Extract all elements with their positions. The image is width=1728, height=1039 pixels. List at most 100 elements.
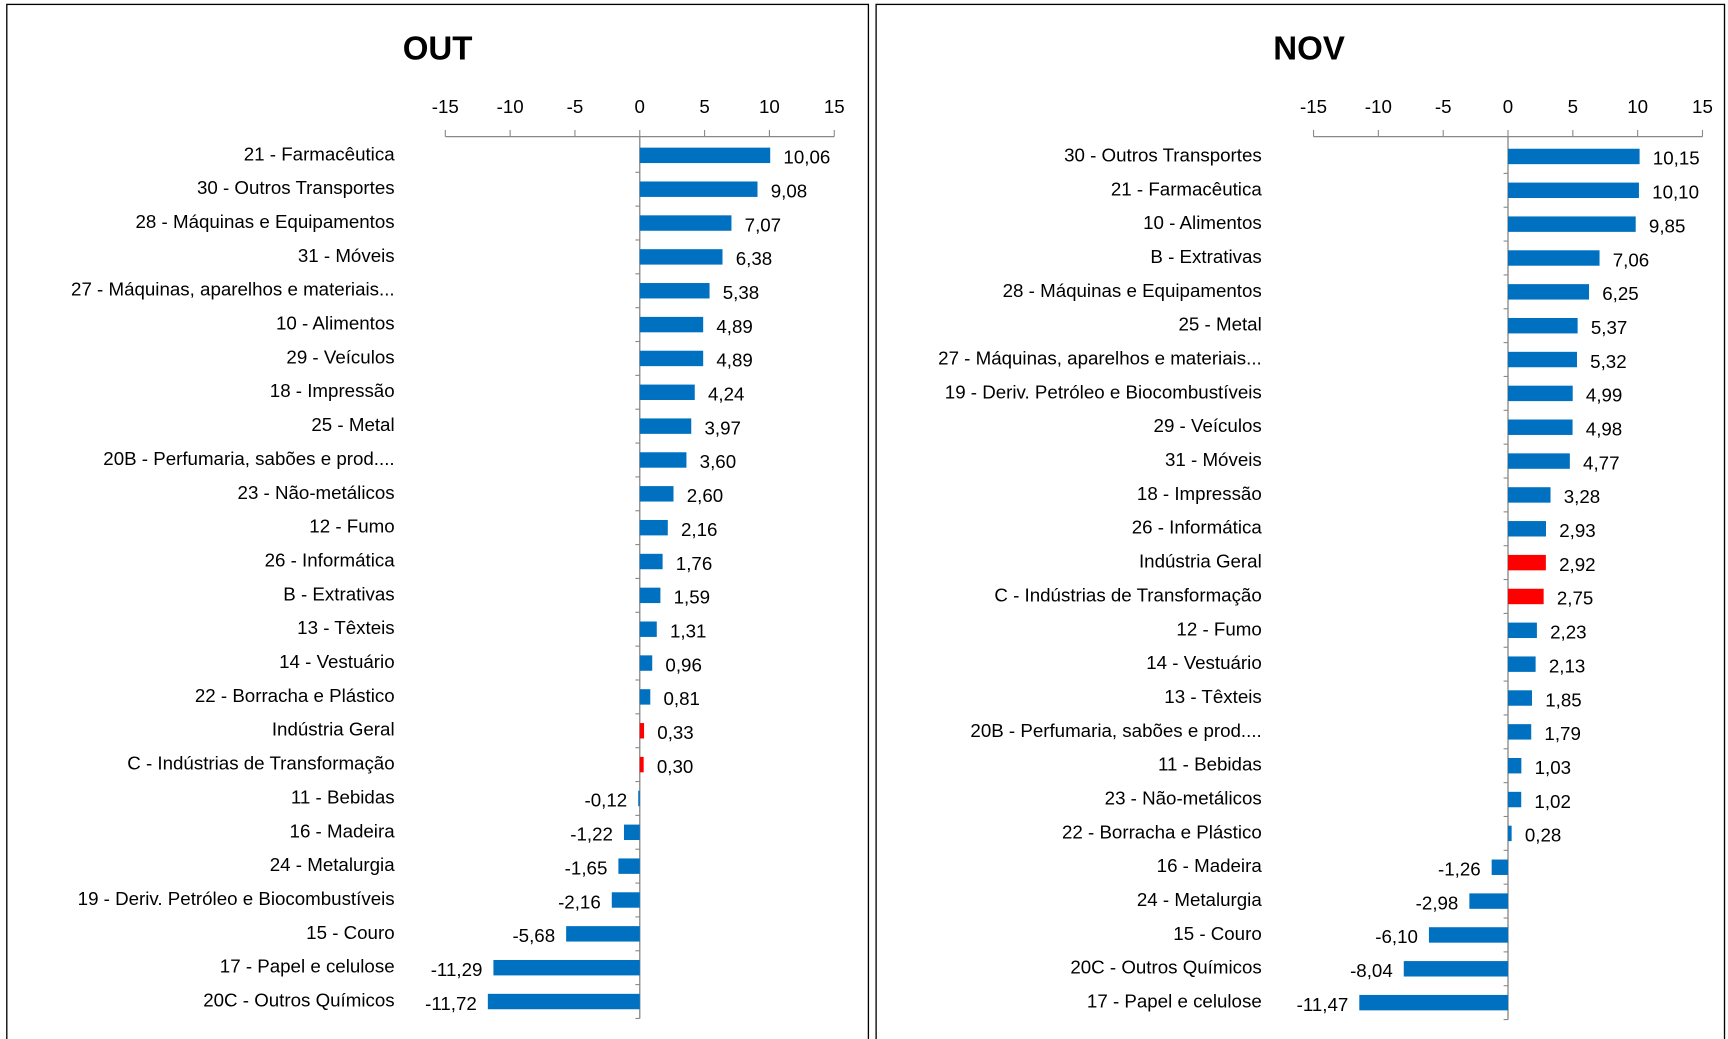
data-label: 7,07 bbox=[745, 214, 781, 235]
category-label: 16 - Madeira bbox=[1157, 855, 1263, 876]
x-tick-label: 5 bbox=[1568, 96, 1578, 117]
category-label: 25 - Metal bbox=[1179, 314, 1262, 335]
category-label: 20B - Perfumaria, sabões e prod.... bbox=[103, 448, 394, 469]
data-label: 3,97 bbox=[704, 417, 740, 438]
bar bbox=[639, 316, 704, 333]
bar bbox=[1508, 690, 1532, 706]
data-label: 2,93 bbox=[1559, 520, 1595, 541]
bar bbox=[1508, 148, 1640, 165]
bar bbox=[566, 926, 640, 942]
bar bbox=[639, 587, 661, 604]
category-label: 30 - Outros Transportes bbox=[1064, 144, 1262, 165]
data-label: 6,38 bbox=[736, 248, 772, 269]
x-tick-label: -10 bbox=[1365, 96, 1392, 117]
data-label: 9,85 bbox=[1649, 215, 1685, 236]
data-label: 1,79 bbox=[1544, 723, 1580, 744]
bar bbox=[1508, 487, 1551, 503]
category-label: 22 - Borracha e Plástico bbox=[1062, 821, 1262, 842]
category-label: 17 - Papel e celulose bbox=[1087, 991, 1262, 1012]
x-tick-label: 10 bbox=[1627, 96, 1648, 117]
bar bbox=[1508, 622, 1537, 639]
category-label: 24 - Metalurgia bbox=[270, 854, 395, 875]
data-label: -11,29 bbox=[431, 959, 483, 980]
bar bbox=[639, 756, 644, 773]
x-tick-label: -10 bbox=[497, 96, 524, 117]
bar bbox=[1428, 927, 1509, 943]
x-tick-label: -5 bbox=[1435, 96, 1452, 117]
category-label: 28 - Máquinas e Equipamentos bbox=[1003, 280, 1262, 301]
category-label: C - Indústrias de Transformação bbox=[994, 584, 1261, 605]
data-label: 4,98 bbox=[1586, 418, 1622, 439]
category-label: 29 - Veículos bbox=[286, 346, 394, 367]
data-label: 3,28 bbox=[1564, 486, 1600, 507]
data-label: 4,99 bbox=[1586, 385, 1622, 406]
data-label: -2,16 bbox=[558, 891, 601, 912]
data-label: 2,75 bbox=[1557, 588, 1593, 609]
category-label: 31 - Móveis bbox=[298, 245, 395, 266]
category-label: 17 - Papel e celulose bbox=[220, 956, 395, 977]
chart-title: NOV bbox=[1273, 30, 1345, 67]
data-label: -11,47 bbox=[1297, 994, 1349, 1015]
data-label: -6,10 bbox=[1375, 926, 1418, 947]
category-label: 23 - Não-metálicos bbox=[238, 482, 395, 503]
x-tick-label: -15 bbox=[1300, 96, 1327, 117]
data-label: 0,96 bbox=[665, 654, 701, 675]
data-label: 0,33 bbox=[657, 722, 693, 743]
data-label: -0,12 bbox=[585, 790, 628, 811]
bar bbox=[639, 621, 657, 637]
category-label: 12 - Fumo bbox=[1176, 618, 1261, 639]
data-label: 2,16 bbox=[681, 519, 717, 540]
data-label: 0,30 bbox=[657, 756, 693, 777]
data-label: -8,04 bbox=[1350, 960, 1393, 981]
category-label: 10 - Alimentos bbox=[276, 313, 395, 334]
data-label: 5,37 bbox=[1591, 317, 1627, 338]
x-tick-label: -15 bbox=[432, 96, 459, 117]
category-label: 30 - Outros Transportes bbox=[197, 177, 395, 198]
data-label: 9,08 bbox=[771, 180, 807, 201]
data-label: 2,13 bbox=[1549, 655, 1585, 676]
category-label: 11 - Bebidas bbox=[291, 786, 395, 807]
category-label: 10 - Alimentos bbox=[1143, 212, 1262, 233]
category-label: 22 - Borracha e Plástico bbox=[195, 685, 395, 706]
bar bbox=[1508, 588, 1544, 605]
data-label: 1,85 bbox=[1545, 689, 1581, 710]
bar bbox=[1508, 351, 1577, 368]
bar bbox=[639, 147, 771, 164]
data-label: -1,65 bbox=[565, 857, 608, 878]
bar bbox=[1508, 419, 1573, 435]
bar bbox=[1508, 385, 1573, 402]
bar bbox=[639, 486, 674, 502]
data-label: 1,03 bbox=[1535, 757, 1571, 778]
bar bbox=[1508, 724, 1532, 740]
category-label: 25 - Metal bbox=[311, 414, 394, 435]
data-label: -2,98 bbox=[1416, 892, 1459, 913]
x-tick-label: 5 bbox=[699, 96, 709, 117]
x-tick-label: 0 bbox=[635, 96, 645, 117]
data-label: 10,10 bbox=[1652, 182, 1699, 203]
bar bbox=[1508, 284, 1590, 300]
data-label: 5,32 bbox=[1590, 351, 1626, 372]
data-label: 2,60 bbox=[687, 485, 723, 506]
bar bbox=[1469, 893, 1509, 909]
bar bbox=[639, 553, 663, 570]
data-label: 0,81 bbox=[664, 688, 700, 709]
panel-frame bbox=[875, 3, 1726, 1039]
bar bbox=[639, 181, 758, 197]
chart-title: OUT bbox=[403, 30, 473, 67]
category-label: 27 - Máquinas, aparelhos e materiais... bbox=[71, 279, 395, 300]
category-label: 15 - Couro bbox=[1173, 923, 1261, 944]
data-label: 1,76 bbox=[676, 553, 712, 574]
data-label: 4,77 bbox=[1583, 452, 1619, 473]
bar bbox=[1508, 250, 1600, 266]
data-label: 1,02 bbox=[1534, 791, 1570, 812]
bar bbox=[639, 655, 653, 671]
data-label: 3,60 bbox=[700, 451, 736, 472]
category-label: 21 - Farmacêutica bbox=[244, 143, 395, 164]
data-label: 6,25 bbox=[1602, 283, 1638, 304]
data-label: 10,06 bbox=[783, 147, 830, 168]
x-tick-label: 10 bbox=[759, 96, 780, 117]
category-label: 19 - Deriv. Petróleo e Biocombustíveis bbox=[78, 888, 395, 909]
bar bbox=[1508, 757, 1522, 774]
